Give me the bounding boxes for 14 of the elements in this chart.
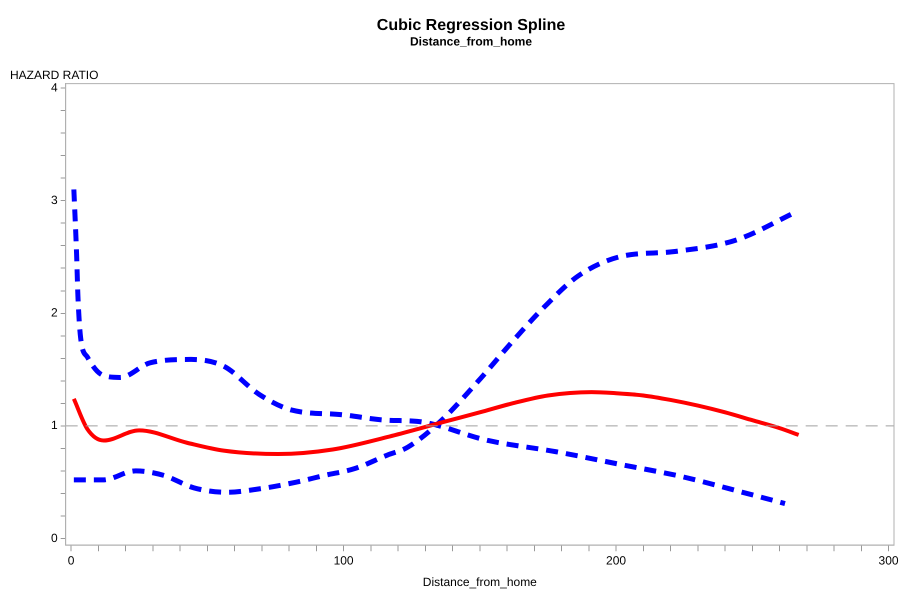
y-tick-label: 2 (50, 306, 58, 320)
chart-title: Cubic Regression Spline (376, 17, 566, 34)
x-tick-label: 100 (334, 554, 354, 568)
y-tick-label: 0 (50, 530, 58, 545)
y-axis-title: HAZARD RATIO (10, 68, 98, 82)
y-tick-label: 1 (50, 418, 58, 432)
x-tick-label: 0 (68, 554, 75, 568)
x-tick-label: 300 (878, 554, 899, 568)
line-series (72, 390, 801, 456)
y-tick-label: 4 (50, 80, 58, 94)
x-tick-label: 200 (606, 554, 626, 568)
x-axis-title: Distance_from_home (422, 575, 538, 590)
chart-subtitle: Distance_from_home (410, 34, 532, 49)
y-tick-label: 3 (50, 193, 58, 207)
